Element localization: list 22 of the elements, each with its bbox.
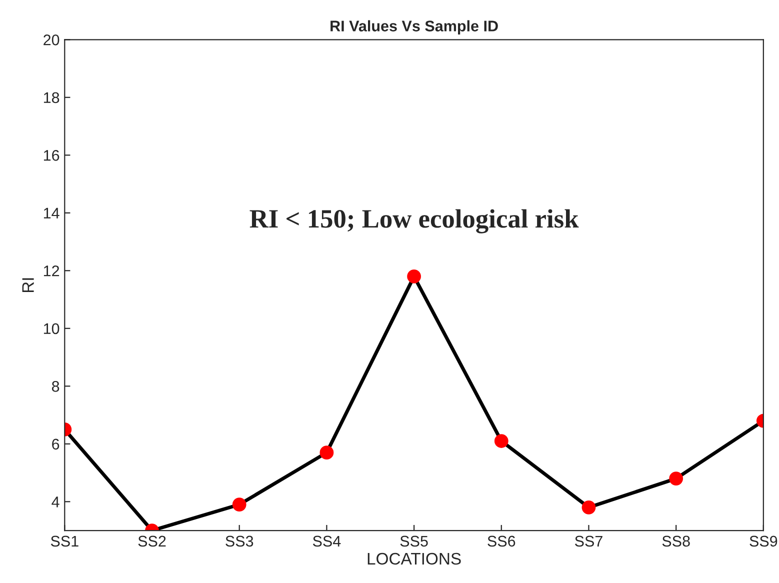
chart-title: RI Values Vs Sample ID xyxy=(330,20,498,34)
x-tick-label: SS3 xyxy=(226,536,254,547)
x-tick-label: SS6 xyxy=(488,536,516,547)
x-tick-label: SS8 xyxy=(662,536,690,547)
y-tick-label: 10 xyxy=(44,323,60,334)
x-tick-label: SS9 xyxy=(750,536,778,547)
y-tick-label: 4 xyxy=(52,496,60,508)
x-axis-title: LOCATIONS xyxy=(368,552,461,565)
x-tick-label: SS1 xyxy=(50,536,78,547)
y-tick-label: 20 xyxy=(44,34,60,46)
x-tick-label: SS2 xyxy=(138,536,166,547)
y-tick-label: 12 xyxy=(44,266,60,276)
x-tick-label: SS5 xyxy=(400,536,428,547)
y-tick-label: 6 xyxy=(52,438,60,450)
y-tick-label: 8 xyxy=(52,381,60,392)
y-tick-label: 16 xyxy=(44,150,60,161)
y-tick-label: 18 xyxy=(44,92,60,104)
x-tick-label: SS4 xyxy=(312,536,341,547)
annotation: RI < 150; Low ecological risk xyxy=(250,209,579,234)
y-tick-label: 14 xyxy=(44,208,60,218)
x-tick-label: SS7 xyxy=(574,536,602,547)
y-axis-title: RI xyxy=(22,278,34,292)
